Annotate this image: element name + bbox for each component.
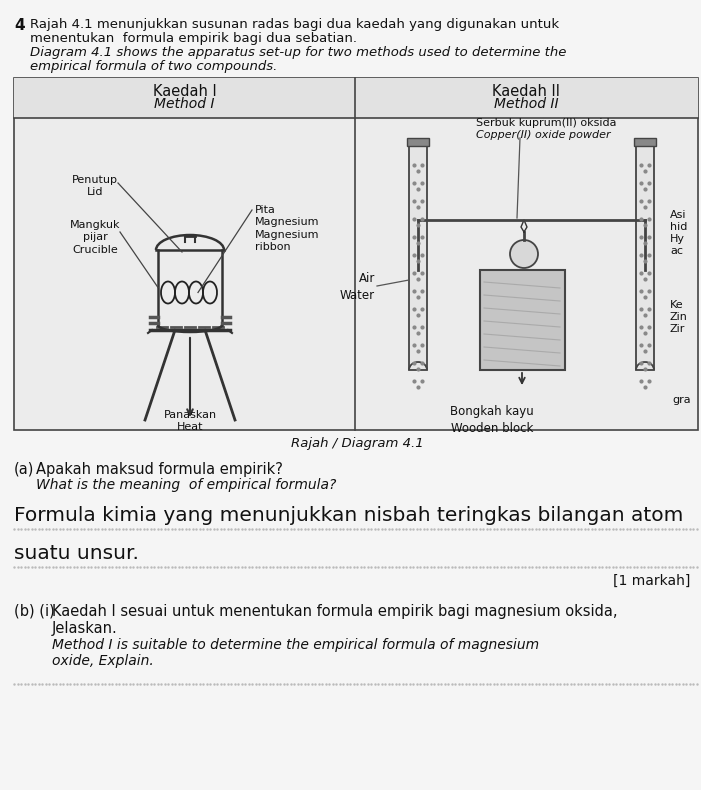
Text: Method II: Method II	[494, 97, 559, 111]
Text: Penutup
Lid: Penutup Lid	[72, 175, 118, 198]
Text: (b) (i): (b) (i)	[14, 604, 55, 619]
Text: What is the meaning  of empirical formula?: What is the meaning of empirical formula…	[36, 478, 336, 492]
Text: (a): (a)	[14, 462, 34, 477]
Bar	[14, 78, 698, 430]
Text: menentukan  formula empirik bagi dua sebatian.: menentukan formula empirik bagi dua seba…	[30, 32, 357, 45]
Text: Serbuk kuprum(II) oksida: Serbuk kuprum(II) oksida	[476, 118, 616, 128]
Text: Kaedah I: Kaedah I	[153, 84, 217, 99]
Bar	[636, 145, 654, 370]
Bar	[634, 138, 656, 146]
Bar	[407, 138, 429, 146]
Text: Zin: Zin	[670, 312, 688, 322]
Text: Hy: Hy	[670, 234, 685, 244]
Text: Copper(II) oxide powder: Copper(II) oxide powder	[476, 130, 611, 140]
Text: Rajah 4.1 menunjukkan susunan radas bagi dua kaedah yang digunakan untuk: Rajah 4.1 menunjukkan susunan radas bagi…	[30, 18, 559, 31]
Text: Bongkah kayu
Wooden block: Bongkah kayu Wooden block	[450, 405, 534, 435]
Text: 4: 4	[14, 18, 25, 33]
Text: empirical formula of two compounds.: empirical formula of two compounds.	[30, 60, 278, 73]
Text: Asi: Asi	[670, 210, 686, 220]
Text: Kaedah I sesuai untuk menentukan formula empirik bagi magnesium oksida,: Kaedah I sesuai untuk menentukan formula…	[52, 604, 618, 619]
Text: Rajah / Diagram 4.1: Rajah / Diagram 4.1	[291, 437, 423, 450]
Text: Kaedah II: Kaedah II	[493, 84, 561, 99]
Text: Pita
Magnesium
Magnesium
ribbon: Pita Magnesium Magnesium ribbon	[255, 205, 320, 252]
Text: Method I is suitable to determine the empirical formula of magnesium: Method I is suitable to determine the em…	[52, 638, 539, 652]
Text: gra: gra	[672, 395, 690, 405]
Bar	[409, 145, 427, 370]
Text: oxide, Explain.: oxide, Explain.	[52, 654, 154, 668]
Text: Apakah maksud formula empirik?: Apakah maksud formula empirik?	[36, 462, 283, 477]
Text: Mangkuk
pijar
Crucible: Mangkuk pijar Crucible	[70, 220, 121, 255]
Bar	[480, 270, 565, 370]
Circle shape	[510, 240, 538, 268]
Text: Method I: Method I	[154, 97, 215, 111]
Text: Formula kimia yang menunjukkan nisbah teringkas bilangan atom: Formula kimia yang menunjukkan nisbah te…	[14, 506, 683, 525]
Bar	[14, 78, 698, 118]
Text: Panaskan
Heat: Panaskan Heat	[163, 410, 217, 432]
Text: Jelaskan.: Jelaskan.	[52, 621, 118, 636]
Text: Zir: Zir	[670, 324, 686, 334]
Text: Air
Water: Air Water	[340, 272, 375, 302]
Text: [1 markah]: [1 markah]	[613, 574, 690, 588]
Text: ac: ac	[670, 246, 683, 256]
Text: hid: hid	[670, 222, 688, 232]
Text: suatu unsur.: suatu unsur.	[14, 544, 139, 563]
Text: Diagram 4.1 shows the apparatus set-up for two methods used to determine the: Diagram 4.1 shows the apparatus set-up f…	[30, 46, 566, 59]
Text: Ke: Ke	[670, 300, 683, 310]
